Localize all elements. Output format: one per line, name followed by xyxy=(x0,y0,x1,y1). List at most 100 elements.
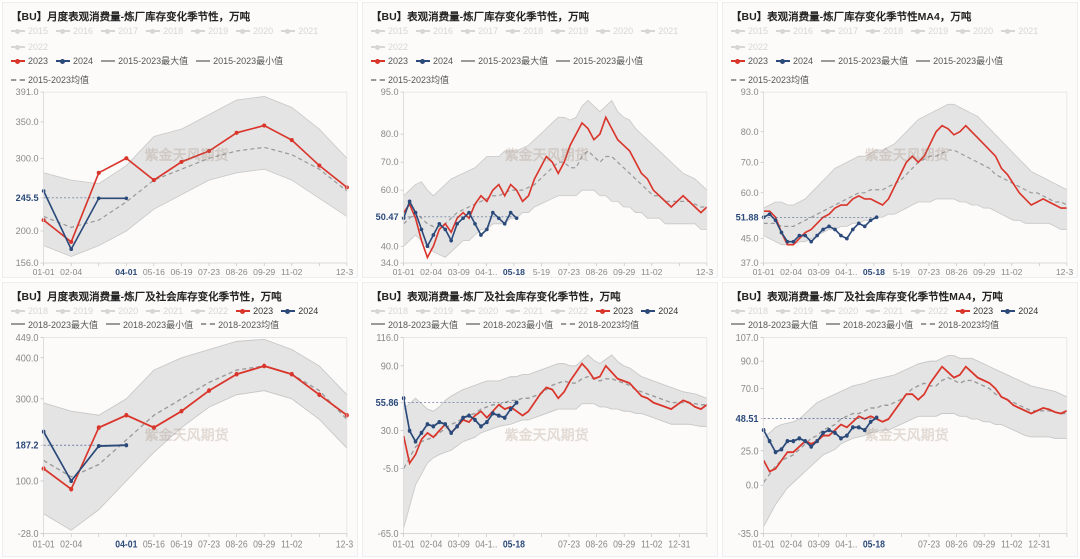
svg-text:90.0: 90.0 xyxy=(381,360,399,372)
chart-panel-p6: 【BU】表观消费量-炼厂及社会库存变化季节性MA4，万吨201820192020… xyxy=(722,282,1078,558)
legend-item: 2015-2023最大值 xyxy=(101,54,188,67)
legend-item-faded: 2021 xyxy=(866,306,903,316)
legend-item: 2024 xyxy=(776,56,813,66)
svg-text:60.0: 60.0 xyxy=(741,188,759,198)
svg-text:200.0: 200.0 xyxy=(16,226,39,236)
svg-text:12-31: 12-31 xyxy=(668,538,690,549)
legend-item-faded: 2021 xyxy=(641,26,678,36)
chart-title: 【BU】表观消费量-炼厂及社会库存变化季节性MA4，万吨 xyxy=(727,289,1073,304)
svg-text:70.0: 70.0 xyxy=(741,383,759,395)
legend-item: 2015-2023最大值 xyxy=(821,54,908,67)
svg-text:04-1..: 04-1.. xyxy=(835,538,857,549)
legend-item: 2018-2023最大值 xyxy=(371,318,458,331)
legend-item-faded: 2018 xyxy=(11,306,48,316)
svg-text:01-01: 01-01 xyxy=(753,267,775,277)
chart-title: 【BU】月度表观消费量-炼厂库存变化季节性，万吨 xyxy=(7,9,353,24)
svg-text:449.0: 449.0 xyxy=(16,333,39,344)
chart-plot: 156.0200.0245.5300.0350.0391.001-0102-04… xyxy=(7,88,353,278)
legend-item-faded: 2017 xyxy=(821,26,858,36)
svg-text:02-04: 02-04 xyxy=(60,538,82,549)
chart-plot: 34.040.050.4760.070.080.095.001-0102-040… xyxy=(367,88,713,278)
legend-item-faded: 2018 xyxy=(146,26,183,36)
svg-text:80.0: 80.0 xyxy=(741,127,759,137)
legend-item: 2023 xyxy=(11,56,48,66)
svg-text:07-23: 07-23 xyxy=(558,267,580,277)
svg-text:05-18: 05-18 xyxy=(503,267,525,277)
svg-text:93.0: 93.0 xyxy=(741,88,759,97)
chart-plot: 37.045.051.8860.070.080.093.001-0102-040… xyxy=(727,88,1073,278)
svg-text:350.0: 350.0 xyxy=(16,117,39,127)
svg-text:04-1..: 04-1.. xyxy=(475,267,497,277)
legend-item-faded: 2021 xyxy=(506,306,543,316)
legend-item-faded: 2019 xyxy=(776,306,813,316)
legend-item: 2018-2023最大值 xyxy=(731,318,818,331)
svg-text:90.0: 90.0 xyxy=(741,356,759,368)
svg-text:80.0: 80.0 xyxy=(381,129,399,139)
svg-text:03-09: 03-09 xyxy=(808,538,830,549)
legend-item-faded: 2022 xyxy=(551,306,588,316)
chart-plot: -28.0100.0187.2300.0400.0449.001-0102-04… xyxy=(7,333,353,555)
legend-item: 2018-2023最小值 xyxy=(106,318,193,331)
legend-item: 2015-2023最大值 xyxy=(461,54,548,67)
svg-text:04-1..: 04-1.. xyxy=(475,538,497,549)
svg-text:5-19: 5-19 xyxy=(533,267,550,277)
svg-text:07-23: 07-23 xyxy=(918,538,940,549)
legend-item: 2024 xyxy=(1001,306,1038,316)
svg-text:0.0: 0.0 xyxy=(746,480,759,492)
legend-item-faded: 2016 xyxy=(56,26,93,36)
svg-text:05-16: 05-16 xyxy=(143,267,165,277)
legend-item: 2015-2023最小值 xyxy=(196,54,283,67)
legend-item: 2015-2023最小值 xyxy=(556,54,643,67)
legend-item-faded: 2017 xyxy=(101,26,138,36)
legend-item: 2024 xyxy=(416,56,453,66)
legend-item-faded: 2022 xyxy=(371,42,408,52)
svg-text:02-04: 02-04 xyxy=(780,267,802,277)
svg-text:70.0: 70.0 xyxy=(741,157,759,167)
legend-item: 2015-2023最小值 xyxy=(916,54,1003,67)
legend-item: 2024 xyxy=(641,306,678,316)
svg-text:12-31: 12-31 xyxy=(336,538,353,549)
svg-text:11-02: 11-02 xyxy=(1001,538,1022,549)
legend-item-faded: 2020 xyxy=(956,26,993,36)
svg-text:09-29: 09-29 xyxy=(613,538,635,549)
svg-text:08-26: 08-26 xyxy=(946,538,968,549)
svg-text:07-23: 07-23 xyxy=(918,267,940,277)
legend-item-faded: 2022 xyxy=(731,42,768,52)
chart-plot: -65.0-5.030.055.8690.0116.001-0102-0403-… xyxy=(367,333,713,555)
svg-text:11-02: 11-02 xyxy=(641,538,662,549)
svg-text:51.88: 51.88 xyxy=(736,213,759,223)
svg-text:07-23: 07-23 xyxy=(198,538,220,549)
svg-text:48.51: 48.51 xyxy=(736,413,759,425)
svg-text:300.0: 300.0 xyxy=(16,393,39,405)
svg-text:08-26: 08-26 xyxy=(946,267,968,277)
legend-item-faded: 2016 xyxy=(776,26,813,36)
legend-item-faded: 2021 xyxy=(1001,26,1038,36)
chart-panel-p2: 【BU】表观消费量-炼厂库存变化季节性，万吨201520162017201820… xyxy=(362,2,718,278)
chart-panel-p5: 【BU】表观消费量-炼厂及社会库存变化季节性，万吨201820192020202… xyxy=(362,282,718,558)
legend-item-faded: 2018 xyxy=(506,26,543,36)
svg-text:06-19: 06-19 xyxy=(170,267,192,277)
legend-item: 2018-2023最小值 xyxy=(466,318,553,331)
legend-item: 2023 xyxy=(236,306,273,316)
svg-text:400.0: 400.0 xyxy=(16,352,39,364)
legend-item-faded: 2019 xyxy=(56,306,93,316)
legend-item: 2018-2023均值 xyxy=(561,318,639,331)
svg-text:50.47: 50.47 xyxy=(376,212,399,222)
svg-text:25.0: 25.0 xyxy=(741,445,759,457)
svg-text:30.0: 30.0 xyxy=(381,425,399,437)
chart-title: 【BU】表观消费量-炼厂库存变化季节性，万吨 xyxy=(367,9,713,24)
svg-text:05-18: 05-18 xyxy=(863,538,885,549)
legend-item-faded: 2018 xyxy=(731,306,768,316)
svg-text:01-01: 01-01 xyxy=(393,267,415,277)
svg-text:11-02: 11-02 xyxy=(281,538,302,549)
chart-plot: -35.00.025.048.5170.090.0107.001-0102-04… xyxy=(727,333,1073,555)
legend-item-faded: 2015 xyxy=(731,26,768,36)
svg-text:07-23: 07-23 xyxy=(198,267,220,277)
svg-text:08-26: 08-26 xyxy=(226,538,248,549)
svg-text:391.0: 391.0 xyxy=(16,88,39,97)
svg-text:08-26: 08-26 xyxy=(226,267,248,277)
legend-item-faded: 2016 xyxy=(416,26,453,36)
chart-panel-p3: 【BU】表观消费量-炼厂库存变化季节性MA4，万吨201520162017201… xyxy=(722,2,1078,278)
legend-item: 2023 xyxy=(371,56,408,66)
legend-item: 2018-2023最小值 xyxy=(826,318,913,331)
